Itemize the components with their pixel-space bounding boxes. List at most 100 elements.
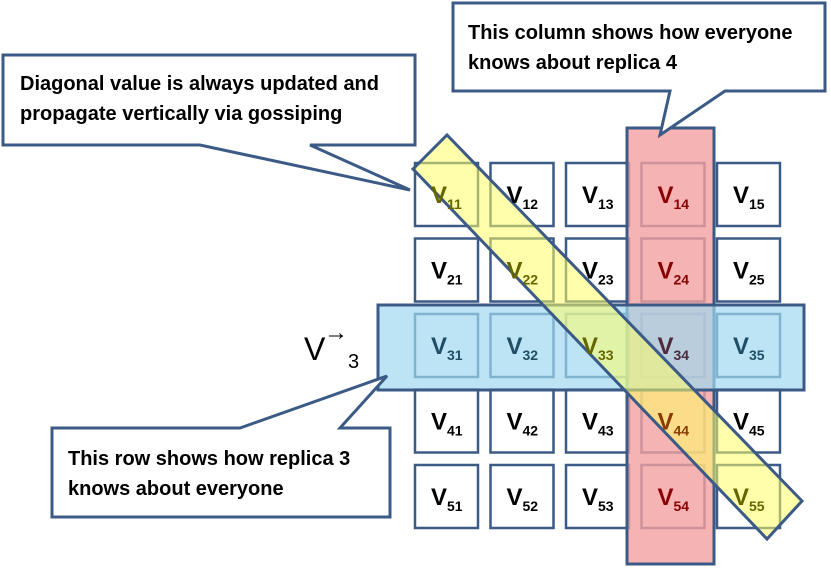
matrix-cell-base: V xyxy=(431,182,447,209)
matrix-cell-subscript: 42 xyxy=(523,423,539,439)
matrix-cell-label: V12 xyxy=(507,182,539,212)
callout-diagonal-line-1: Diagonal value is always updated and xyxy=(20,73,379,95)
matrix-cell-label: V31 xyxy=(431,333,463,363)
matrix-cell-subscript: 15 xyxy=(749,196,765,212)
matrix-cell-subscript: 52 xyxy=(523,498,539,514)
matrix-cell-label: V55 xyxy=(733,484,765,514)
matrix-cell-box xyxy=(564,161,631,228)
matrix-cell-base: V xyxy=(582,409,598,436)
matrix-cell-box xyxy=(715,237,782,303)
callout-row: This row shows how replica 3 knows about… xyxy=(50,374,392,519)
matrix-cell-subscript: 12 xyxy=(523,196,539,212)
matrix-cell-subscript: 32 xyxy=(523,347,539,363)
matrix-cell-base: V xyxy=(582,333,598,360)
matrix-cell-label: V15 xyxy=(733,182,765,212)
matrix-cell-base: V xyxy=(733,182,749,209)
matrix-cell-subscript: 34 xyxy=(674,347,690,363)
matrix-cell-base: V xyxy=(658,409,674,436)
matrix-cell-base: V xyxy=(507,182,523,209)
matrix-cell-base: V xyxy=(658,333,674,360)
matrix-cell-base: V xyxy=(582,258,598,285)
callout-diagonal-box xyxy=(1,53,417,192)
matrix-cell-subscript: 35 xyxy=(749,347,765,363)
matrix-cell-label: V14 xyxy=(658,182,690,212)
callout-row-line-2: knows about everyone xyxy=(68,478,284,500)
matrix-cell-box xyxy=(715,161,782,228)
matrix-cell-label: V33 xyxy=(582,333,614,363)
matrix-cell-label: V44 xyxy=(658,409,690,439)
matrix-cell-base: V xyxy=(582,182,598,209)
matrix-cell-subscript: 53 xyxy=(598,498,614,514)
callout-diagonal-line-2: propagate vertically via gossiping xyxy=(20,103,342,125)
callout-column-line-1: This column shows how everyone xyxy=(468,22,793,44)
matrix-cell-base: V xyxy=(733,409,749,436)
matrix-cell-base: V xyxy=(733,484,749,511)
matrix-cell-label: V22 xyxy=(507,258,539,288)
matrix-cell-subscript: 22 xyxy=(523,272,539,288)
callout-column: This column shows how everyone knows abo… xyxy=(451,1,827,139)
matrix-cell-base: V xyxy=(431,409,447,436)
callout-diagonal: Diagonal value is always updated and pro… xyxy=(1,53,417,192)
matrix-cell-label: V21 xyxy=(431,258,463,288)
matrix-cell-subscript: 54 xyxy=(674,498,690,514)
matrix-cell-subscript: 41 xyxy=(447,423,463,439)
matrix-cell-base: V xyxy=(507,333,523,360)
matrix-cell-subscript: 44 xyxy=(674,423,690,439)
matrix-cell-subscript: 21 xyxy=(447,272,463,288)
matrix-cell-box xyxy=(564,463,631,530)
matrix-cell-subscript: 24 xyxy=(674,272,690,288)
matrix-cell-subscript: 14 xyxy=(674,196,690,212)
matrix-cell-label: V45 xyxy=(733,409,765,439)
matrix-cell-label: V53 xyxy=(582,484,614,514)
matrix-cell-label: V13 xyxy=(582,182,614,212)
matrix-cell-subscript: 13 xyxy=(598,196,614,212)
matrix-cell-base: V xyxy=(658,484,674,511)
matrix-cell-box xyxy=(413,463,480,530)
matrix-cell-subscript: 51 xyxy=(447,498,463,514)
vector-label-v3: V → 3 xyxy=(304,319,359,373)
matrix-cell-base: V xyxy=(733,258,749,285)
matrix-cell-subscript: 55 xyxy=(749,498,765,514)
matrix-cell-base: V xyxy=(658,182,674,209)
matrix-cell-label: V23 xyxy=(582,258,614,288)
matrix-cell-subscript: 45 xyxy=(749,423,765,439)
matrix-cell-base: V xyxy=(507,409,523,436)
matrix-cell-base: V xyxy=(431,258,447,285)
matrix-cell-base: V xyxy=(507,258,523,285)
matrix-cell-box xyxy=(489,463,555,530)
matrix-cell-subscript: 11 xyxy=(447,196,462,212)
matrix-cell-box xyxy=(413,237,480,303)
matrix-cell-label: V41 xyxy=(431,409,463,439)
matrix-cell-box xyxy=(489,388,555,454)
matrix-cell-label: V42 xyxy=(507,409,539,439)
callout-row-box xyxy=(50,374,392,519)
matrix-cell-base: V xyxy=(733,333,749,360)
matrix-cell-base: V xyxy=(431,484,447,511)
matrix-cell-base: V xyxy=(431,333,447,360)
matrix-cell-label: V43 xyxy=(582,409,614,439)
matrix-cell-subscript: 25 xyxy=(749,272,765,288)
matrix-cell-label: V52 xyxy=(507,484,539,514)
matrix-cell-subscript: 23 xyxy=(598,272,614,288)
matrix-cell-label: V34 xyxy=(658,333,690,363)
callout-column-line-2: knows about replica 4 xyxy=(468,52,678,74)
matrix-cell-subscript: 43 xyxy=(598,423,614,439)
callout-column-box xyxy=(451,1,827,139)
vector-label-arrow: → xyxy=(324,319,348,346)
matrix-cell-label: V11 xyxy=(431,182,462,212)
matrix-cell-base: V xyxy=(507,484,523,511)
matrix-cell-base: V xyxy=(582,484,598,511)
matrix-cell-base: V xyxy=(658,258,674,285)
matrix-cell-label: V25 xyxy=(733,258,765,288)
matrix-cell-label: V32 xyxy=(507,333,539,363)
matrix-cell-subscript: 31 xyxy=(447,347,463,363)
matrix-cell-label: V24 xyxy=(658,258,690,288)
diagonal-highlight xyxy=(410,132,805,542)
matrix-cell-label: V35 xyxy=(733,333,765,363)
vector-label-symbol: V xyxy=(304,331,326,367)
matrix-cell-label: V51 xyxy=(431,484,463,514)
vector-label-subscript: 3 xyxy=(348,351,359,373)
matrix-cell-label: V54 xyxy=(658,484,690,514)
